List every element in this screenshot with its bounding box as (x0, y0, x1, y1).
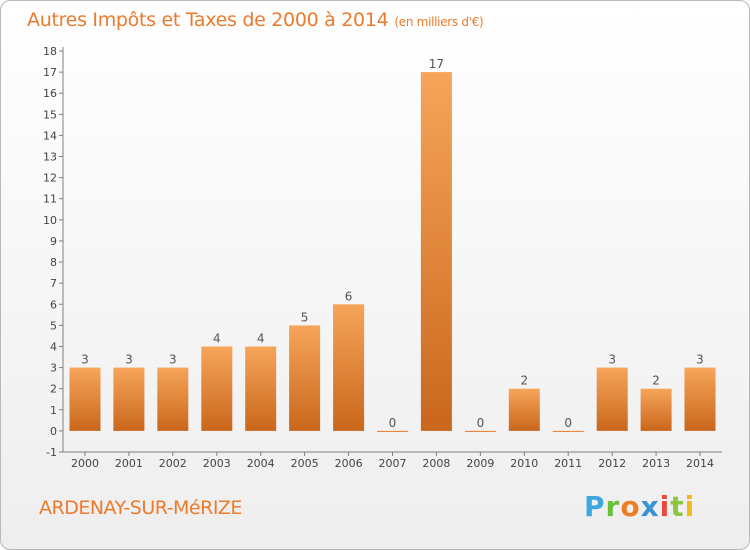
value-label-2012: 3 (608, 353, 616, 367)
y-tick-label: 18 (43, 45, 57, 58)
x-tick-label-2006: 2006 (335, 457, 363, 470)
y-tick-label: 8 (50, 256, 57, 269)
y-tick-label: 5 (50, 319, 57, 332)
x-tick-label-2007: 2007 (379, 457, 407, 470)
value-label-2013: 2 (652, 374, 660, 388)
y-tick-label: 2 (50, 383, 57, 396)
y-tick-label: 1 (50, 404, 57, 417)
bar-2001 (113, 367, 145, 431)
x-tick-label-2008: 2008 (422, 457, 450, 470)
commune-name: ARDENAY-SUR-MéRIZE (39, 497, 242, 519)
y-tick-label: 13 (43, 151, 57, 164)
chart-subtitle: (en milliers d'€) (394, 15, 484, 29)
x-tick-label-2001: 2001 (115, 457, 143, 470)
x-tick-label-2010: 2010 (510, 457, 538, 470)
chart-bars: 3 3 3 4 4 5 6 0 17 0 2 0 3 2 3 (69, 57, 716, 432)
y-tick-label: 11 (43, 193, 57, 206)
y-tick-label: 7 (50, 277, 57, 290)
bar-2011 (552, 430, 584, 432)
y-tick-label: 12 (43, 172, 57, 185)
chart-title-text: Autres Impôts et Taxes de 2000 à 2014 (27, 9, 389, 31)
y-tick-label: 10 (43, 214, 57, 227)
y-tick-label: 17 (43, 66, 57, 79)
value-label-2006: 6 (345, 289, 353, 303)
y-tick-label: -1 (46, 446, 57, 459)
x-tick-label-2014: 2014 (686, 457, 714, 470)
x-tick-label-2002: 2002 (159, 457, 187, 470)
value-label-2014: 3 (696, 353, 704, 367)
value-label-2007: 0 (389, 416, 397, 430)
bar-2004 (245, 346, 277, 431)
value-label-2008: 17 (429, 57, 444, 71)
bar-2007 (377, 430, 408, 432)
bar-2010 (508, 388, 540, 431)
bar-2002 (157, 367, 189, 431)
x-tick-label-2012: 2012 (598, 457, 626, 470)
bar-2000 (69, 367, 101, 431)
bar-2014 (684, 367, 716, 431)
x-tick-label-2005: 2005 (291, 457, 319, 470)
y-tick-label: 6 (50, 298, 57, 311)
x-tick-label-2011: 2011 (554, 457, 582, 470)
value-label-2000: 3 (81, 353, 89, 367)
x-tick-label-2013: 2013 (642, 457, 670, 470)
y-tick-label: 16 (43, 87, 57, 100)
bar-2008 (420, 72, 452, 431)
bar-2013 (640, 388, 672, 431)
x-tick-label-2004: 2004 (247, 457, 275, 470)
bar-2005 (289, 325, 321, 431)
y-tick-label: 15 (43, 108, 57, 121)
bar-2009 (464, 430, 496, 432)
value-label-2003: 4 (213, 332, 221, 346)
y-tick-label: 9 (50, 235, 57, 248)
bar-2006 (333, 304, 365, 431)
value-label-2004: 4 (257, 332, 265, 346)
value-label-2002: 3 (169, 353, 177, 367)
value-label-2005: 5 (301, 310, 309, 324)
y-tick-label: 14 (43, 129, 57, 142)
proxiti-logo: Proxiti (584, 490, 696, 523)
bar-2012 (596, 367, 628, 431)
y-tick-label: 3 (50, 362, 57, 375)
chart-title: Autres Impôts et Taxes de 2000 à 2014 (en… (27, 9, 484, 31)
value-label-2009: 0 (477, 416, 485, 430)
bar-2003 (201, 346, 233, 431)
value-label-2010: 2 (520, 374, 528, 388)
x-tick-label-2009: 2009 (466, 457, 494, 470)
y-tick-label: 0 (50, 425, 57, 438)
value-label-2001: 3 (125, 353, 133, 367)
x-tick-label-2003: 2003 (203, 457, 231, 470)
value-label-2011: 0 (564, 416, 572, 430)
x-tick-label-2000: 2000 (71, 457, 99, 470)
y-tick-label: 4 (50, 340, 57, 353)
